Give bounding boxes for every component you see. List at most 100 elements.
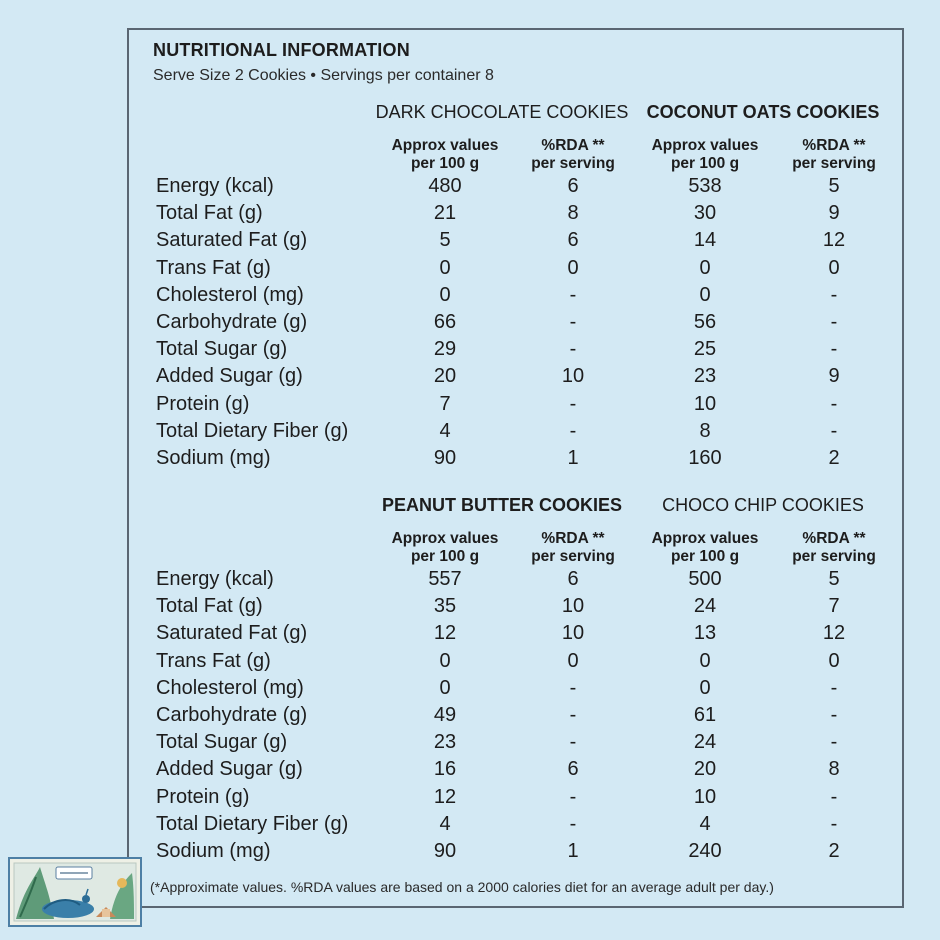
nutrient-value: - bbox=[569, 812, 577, 835]
nutrient-label: Protein (g) bbox=[156, 785, 250, 808]
nutrient-value: 0 bbox=[567, 256, 579, 279]
table-row: Energy (kcal) 557 6 500 5 bbox=[0, 566, 940, 593]
package-thumbnail-image bbox=[8, 857, 142, 927]
col-header-rda: %RDA ** per serving bbox=[531, 137, 615, 173]
nutrient-value: 6 bbox=[567, 568, 579, 590]
nutrient-value: 0 bbox=[699, 676, 711, 699]
col-header-line: %RDA ** bbox=[802, 137, 866, 154]
table-row: Total Dietary Fiber (g) 4 - 8 - bbox=[0, 418, 940, 445]
col-header-line: Approx values bbox=[391, 137, 499, 154]
table-row: Energy (kcal) 480 6 538 5 bbox=[0, 173, 940, 200]
footnote: (*Approximate values. %RDA values are ba… bbox=[150, 879, 774, 895]
nutrient-label: Total Sugar (g) bbox=[156, 731, 288, 754]
nutrient-value: 6 bbox=[567, 229, 579, 252]
nutrient-label: Total Dietary Fiber (g) bbox=[156, 812, 349, 835]
nutrient-label: Total Fat (g) bbox=[156, 202, 263, 225]
nutrient-value: 12 bbox=[822, 622, 846, 645]
nutrient-value: 61 bbox=[693, 703, 717, 726]
nutrient-value: 8 bbox=[699, 419, 711, 442]
nutrition-panel bbox=[127, 28, 904, 908]
product-name-4: CHOCO CHIP COOKIES bbox=[662, 495, 864, 515]
table-row: Total Fat (g) 35 10 24 7 bbox=[0, 593, 940, 620]
nutrient-value: 10 bbox=[561, 365, 585, 388]
product-name-1: DARK CHOCOLATE COOKIES bbox=[375, 102, 629, 122]
nutrient-label: Cholesterol (mg) bbox=[156, 283, 304, 306]
nutrient-label: Total Sugar (g) bbox=[156, 338, 288, 361]
col-header-line: %RDA ** bbox=[802, 530, 866, 547]
nutrient-label: Sodium (mg) bbox=[156, 839, 271, 862]
col-header-rda: %RDA ** per serving bbox=[792, 530, 876, 566]
col-header-approx: Approx values per 100 g bbox=[652, 530, 759, 566]
nutrient-value: 2 bbox=[828, 839, 840, 862]
nutrient-value: 160 bbox=[688, 446, 722, 469]
nutrient-label: Total Dietary Fiber (g) bbox=[156, 419, 349, 442]
nutrient-value: - bbox=[569, 310, 577, 333]
nutrient-value: - bbox=[569, 703, 577, 726]
nutrient-label: Total Fat (g) bbox=[156, 595, 263, 618]
nutrient-value: 0 bbox=[567, 649, 579, 672]
table-row: Total Dietary Fiber (g) 4 - 4 - bbox=[0, 811, 940, 838]
nutrient-label: Trans Fat (g) bbox=[156, 256, 271, 279]
col-header-line: Approx values bbox=[391, 530, 499, 547]
nutrient-value: - bbox=[830, 283, 838, 306]
nutrient-value: 8 bbox=[828, 758, 840, 781]
col-header-line: per serving bbox=[531, 155, 615, 172]
nutrient-value: 10 bbox=[561, 622, 585, 645]
table-row: Total Sugar (g) 23 - 24 - bbox=[0, 729, 940, 756]
nutrient-label: Energy (kcal) bbox=[156, 175, 274, 197]
nutrient-table: Energy (kcal) 557 6 500 5 Total Fat (g) 35 10 24… bbox=[0, 566, 940, 865]
table-row: Sodium (mg) 90 1 240 2 bbox=[0, 838, 940, 865]
nutrient-value: - bbox=[569, 676, 577, 699]
nutrient-value: 6 bbox=[567, 175, 579, 197]
col-header-approx: Approx values per 100 g bbox=[652, 137, 759, 173]
col-header-line: Approx values bbox=[651, 530, 759, 547]
nutrient-value: 12 bbox=[433, 622, 457, 645]
nutrient-value: 90 bbox=[433, 446, 457, 469]
nutrient-value: 10 bbox=[693, 392, 717, 415]
table-row: Added Sugar (g) 20 10 23 9 bbox=[0, 363, 940, 390]
col-header-line: per serving bbox=[792, 155, 876, 172]
table-row: Protein (g) 12 - 10 - bbox=[0, 784, 940, 811]
nutrient-value: 1 bbox=[567, 839, 579, 862]
nutrient-value: 2 bbox=[828, 446, 840, 469]
nutrient-value: 5 bbox=[439, 229, 451, 252]
nutrient-value: 240 bbox=[688, 839, 722, 862]
table-row: Trans Fat (g) 0 0 0 0 bbox=[0, 648, 940, 675]
nutrient-value: 29 bbox=[433, 338, 457, 361]
nutrient-value: - bbox=[569, 419, 577, 442]
table-row: Carbohydrate (g) 66 - 56 - bbox=[0, 309, 940, 336]
nutrient-value: 538 bbox=[688, 175, 722, 197]
col-header-line: per 100 g bbox=[670, 548, 740, 565]
nutrient-label: Added Sugar (g) bbox=[156, 758, 303, 781]
nutrient-value: 12 bbox=[433, 785, 457, 808]
nutrient-label: Carbohydrate (g) bbox=[156, 310, 308, 333]
nutrient-value: 5 bbox=[828, 175, 840, 197]
nutrient-label: Trans Fat (g) bbox=[156, 649, 271, 672]
nutrient-value: 1 bbox=[567, 446, 579, 469]
nutrient-value: - bbox=[569, 338, 577, 361]
col-header-line: per serving bbox=[531, 548, 615, 565]
product-name-3: PEANUT BUTTER COOKIES bbox=[381, 495, 623, 515]
nutrient-label: Carbohydrate (g) bbox=[156, 703, 308, 726]
table-row: Carbohydrate (g) 49 - 61 - bbox=[0, 702, 940, 729]
nutrient-value: 25 bbox=[693, 338, 717, 361]
col-header-rda: %RDA ** per serving bbox=[792, 137, 876, 173]
col-header-line: %RDA ** bbox=[541, 530, 605, 547]
nutrient-value: - bbox=[830, 812, 838, 835]
table-row: Protein (g) 7 - 10 - bbox=[0, 391, 940, 418]
nutrient-value: - bbox=[569, 785, 577, 808]
col-header-line: %RDA ** bbox=[541, 137, 605, 154]
col-header-line: per 100 g bbox=[410, 155, 480, 172]
nutrient-value: 20 bbox=[433, 365, 457, 388]
nutrient-value: 24 bbox=[693, 731, 717, 754]
nutrient-value: 7 bbox=[439, 392, 451, 415]
nutrient-value: 9 bbox=[828, 365, 840, 388]
nutrient-value: 0 bbox=[439, 676, 451, 699]
section-1: DARK CHOCOLATE COOKIES COCONUT OATS COOK… bbox=[0, 100, 940, 480]
nutrient-value: - bbox=[569, 731, 577, 754]
nutrient-value: 0 bbox=[699, 283, 711, 306]
table-row: Total Sugar (g) 29 - 25 - bbox=[0, 336, 940, 363]
nutrient-value: 56 bbox=[693, 310, 717, 333]
nutrient-value: - bbox=[830, 731, 838, 754]
nutrient-value: 35 bbox=[433, 595, 457, 618]
